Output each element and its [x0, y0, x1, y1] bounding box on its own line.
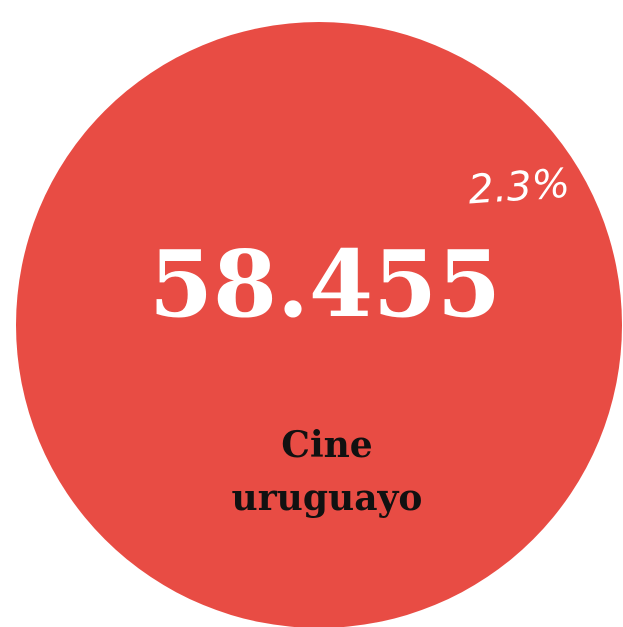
label-line: uruguayo — [232, 477, 423, 519]
value: 58.455 — [149, 230, 501, 338]
label-line: Cine — [281, 424, 372, 466]
percent: 2.3% — [467, 161, 572, 214]
bubble — [16, 22, 622, 627]
